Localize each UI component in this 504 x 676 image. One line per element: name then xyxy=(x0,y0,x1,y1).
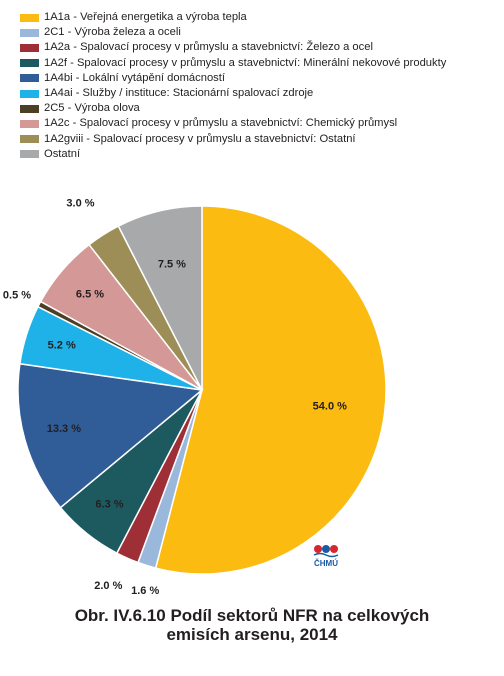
slice-label: 13.3 % xyxy=(47,423,81,435)
slice-label: 6.3 % xyxy=(95,498,123,510)
pie-slice xyxy=(154,205,387,575)
legend-swatch xyxy=(20,43,39,52)
slice-label: 7.5 % xyxy=(158,259,186,271)
legend: 1A1a - Veřejná energetika a výroba tepla… xyxy=(20,10,500,162)
legend-item: 1A4ai - Služby / instituce: Stacionární … xyxy=(20,86,500,101)
legend-label: 1A2c - Spalovací procesy v průmyslu a st… xyxy=(44,117,398,130)
legend-swatch xyxy=(20,150,39,159)
slice-label: 0.5 % xyxy=(3,289,31,301)
slice-label: 2.0 % xyxy=(94,580,122,592)
pie-slice xyxy=(17,362,204,509)
legend-item: 2C1 - Výroba železa a oceli xyxy=(20,25,500,40)
figure-caption: Obr. IV.6.10 Podíl sektorů NFR na celkov… xyxy=(0,606,504,644)
pie-slice xyxy=(117,205,203,391)
legend-label: 1A4bi - Lokální vytápění domácností xyxy=(44,71,225,84)
legend-label: 1A2f - Spalovací procesy v průmyslu a st… xyxy=(44,56,447,69)
slice-label: 5.2 % xyxy=(48,340,76,352)
slice-label: 6.5 % xyxy=(76,288,104,300)
legend-item: Ostatní xyxy=(20,147,500,162)
legend-swatch xyxy=(20,59,39,68)
caption-line-1: Obr. IV.6.10 Podíl sektorů NFR na celkov… xyxy=(74,606,430,625)
legend-item: 1A4bi - Lokální vytápění domácností xyxy=(20,71,500,86)
chmu-logo-icon xyxy=(313,545,339,558)
legend-swatch xyxy=(20,13,39,22)
legend-label: 1A2gviii - Spalovací procesy v průmyslu … xyxy=(44,132,356,145)
legend-swatch xyxy=(20,28,39,37)
legend-swatch xyxy=(20,135,39,144)
legend-label: 1A2a - Spalovací procesy v průmyslu a st… xyxy=(44,41,373,54)
legend-item: 1A2f - Spalovací procesy v průmyslu a st… xyxy=(20,56,500,71)
legend-item: 1A2c - Spalovací procesy v průmyslu a st… xyxy=(20,116,500,131)
legend-label: 2C1 - Výroba železa a oceli xyxy=(44,26,181,39)
legend-label: 1A4ai - Služby / instituce: Stacionární … xyxy=(44,87,314,100)
chmu-logo: ČHMÚ xyxy=(306,542,346,570)
legend-item: 1A2a - Spalovací procesy v průmyslu a st… xyxy=(20,40,500,55)
slice-label: 1.6 % xyxy=(131,585,159,597)
legend-swatch xyxy=(20,89,39,98)
slice-label: 54.0 % xyxy=(313,400,347,412)
legend-swatch xyxy=(20,104,39,113)
legend-label: 1A1a - Veřejná energetika a výroba tepla xyxy=(44,11,247,24)
slice-label: 3.0 % xyxy=(66,197,94,209)
legend-label: Ostatní xyxy=(44,147,81,160)
legend-swatch xyxy=(20,119,39,128)
pie-chart: 54.0 % 1.6 % 2.0 % 6.3 % 13.3 % 5.2 % 0.5 % 6.5… xyxy=(3,197,387,597)
legend-swatch xyxy=(20,74,39,83)
legend-item: 2C5 - Výroba olova xyxy=(20,101,500,116)
chmu-logo-text: ČHMÚ xyxy=(314,559,338,568)
legend-item: 1A2gviii - Spalovací procesy v průmyslu … xyxy=(20,132,500,147)
legend-label: 2C5 - Výroba olova xyxy=(44,102,140,115)
caption-line-2: emisích arsenu, 2014 xyxy=(166,625,338,644)
legend-item: 1A1a - Veřejná energetika a výroba tepla xyxy=(20,10,500,25)
